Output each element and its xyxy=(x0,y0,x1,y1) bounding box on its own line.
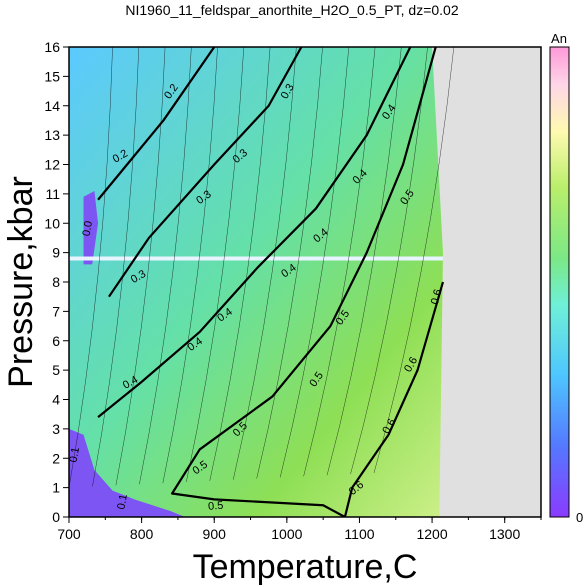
low-an-region xyxy=(69,428,186,517)
y-tick-label: 12 xyxy=(44,157,60,173)
x-tick-label: 1000 xyxy=(271,526,302,542)
minor-contour xyxy=(232,47,297,480)
y-tick-label: 2 xyxy=(52,450,60,466)
y-tick-label: 11 xyxy=(45,186,60,202)
x-tick-label: 1300 xyxy=(489,526,520,542)
colorbar xyxy=(549,46,570,518)
y-axis-title: Pressure,kbar xyxy=(2,176,40,388)
y-tick-label: 3 xyxy=(52,421,60,437)
low-region-label: 0.0 xyxy=(81,220,95,237)
contour-label: 0.5 xyxy=(208,500,224,513)
contour-label: 0.6 xyxy=(429,288,445,306)
major-contour-0.6 xyxy=(343,281,445,517)
colorbar-min-label: 0 xyxy=(576,510,583,525)
minor-contour xyxy=(186,47,245,483)
plot-area: 0.20.20.30.30.30.30.40.40.40.40.40.40.40… xyxy=(68,47,455,517)
y-tick-label: 4 xyxy=(52,392,60,408)
minor-contour xyxy=(326,47,402,476)
x-tick-label: 800 xyxy=(130,526,154,542)
x-tick-label: 1200 xyxy=(416,526,447,542)
data-region xyxy=(69,47,443,517)
y-tick-label: 1 xyxy=(52,480,60,496)
low-region-label: 0.1 xyxy=(115,493,129,510)
major-contour-0.2 xyxy=(97,47,216,201)
minor-contour xyxy=(279,47,350,478)
minor-contour xyxy=(256,47,323,479)
low-an-island xyxy=(83,190,99,265)
axes: 700 800 900 1000 1100 1200 1300012345678910111… xyxy=(44,39,542,542)
pressure-gap xyxy=(69,256,443,261)
y-tick-label: 16 xyxy=(44,39,60,55)
x-tick-label: 700 xyxy=(57,526,81,542)
y-tick-label: 8 xyxy=(52,274,60,290)
y-tick-label: 14 xyxy=(44,98,60,114)
major-contour-0.5 xyxy=(171,47,437,517)
contour-label-text: 0.5 xyxy=(208,500,224,513)
major-contour-0.4 xyxy=(97,47,412,418)
colorbar-title: An xyxy=(551,31,567,46)
minor-contour xyxy=(69,47,113,488)
minor-contour xyxy=(303,47,376,477)
minor-contour xyxy=(373,47,455,474)
contour-label-text: 0.6 xyxy=(429,288,445,306)
y-tick-label: 0 xyxy=(52,509,60,525)
minor-contour xyxy=(139,47,192,485)
y-tick-label: 5 xyxy=(52,362,60,378)
y-tick-label: 6 xyxy=(52,333,60,349)
y-tick-label: 7 xyxy=(52,303,60,319)
major-contour-0.3 xyxy=(108,47,303,298)
y-tick-label: 10 xyxy=(44,215,60,231)
x-tick-label: 1100 xyxy=(344,526,374,542)
minor-contour xyxy=(115,47,166,486)
x-tick-label: 900 xyxy=(203,526,227,542)
minor-contour xyxy=(162,47,218,484)
y-tick-label: 9 xyxy=(52,245,60,261)
chart-title: NI1960_11_feldspar_anorthite_H2O_0.5_PT,… xyxy=(125,2,458,18)
low-region-label: 0.1 xyxy=(68,446,82,463)
y-tick-label: 13 xyxy=(44,127,60,143)
minor-contour xyxy=(350,47,428,475)
y-tick-label: 15 xyxy=(44,68,60,84)
x-axis-title: Temperature,C xyxy=(193,548,418,586)
